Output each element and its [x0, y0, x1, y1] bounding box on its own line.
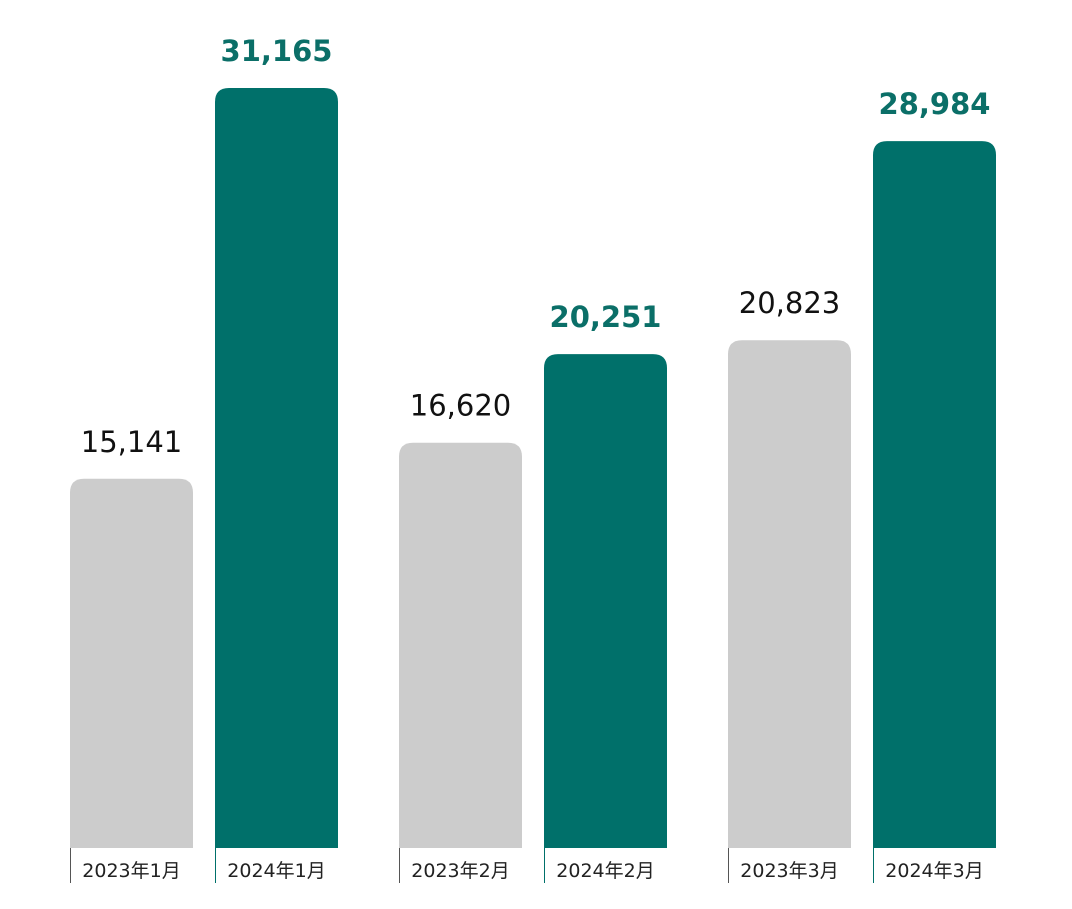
- value-label-2024年1月: 31,165: [221, 34, 333, 68]
- category-label-2023年3月: 2023年3月: [740, 860, 838, 882]
- category-label-2024年3月: 2024年3月: [885, 860, 983, 882]
- category-label-2024年2月: 2024年2月: [556, 860, 654, 882]
- value-label-2024年2月: 20,251: [550, 300, 662, 334]
- bar-2024年1月: [215, 88, 338, 848]
- bar-2023年1月: [70, 478, 193, 848]
- value-labels-group: 15,141 31,165 16,620 20,251 20,823 28,984: [81, 34, 991, 459]
- category-label-2023年2月: 2023年2月: [411, 860, 509, 882]
- bar-2024年3月: [873, 141, 996, 848]
- tick-marks-group: [70, 848, 874, 883]
- bar-2024年2月: [544, 354, 667, 848]
- value-label-2024年3月: 28,984: [879, 87, 991, 121]
- value-label-2023年2月: 16,620: [410, 389, 511, 423]
- bar-2023年2月: [399, 442, 522, 848]
- category-label-2024年1月: 2024年1月: [227, 860, 325, 882]
- value-label-2023年3月: 20,823: [739, 286, 840, 320]
- bar-2023年3月: [728, 340, 851, 848]
- value-label-2023年1月: 15,141: [81, 425, 182, 459]
- category-labels-group: 2023年1月 2024年1月 2023年2月 2024年2月 2023年3月 2024年…: [82, 860, 983, 882]
- category-label-2023年1月: 2023年1月: [82, 860, 180, 882]
- bars-group: [70, 88, 996, 848]
